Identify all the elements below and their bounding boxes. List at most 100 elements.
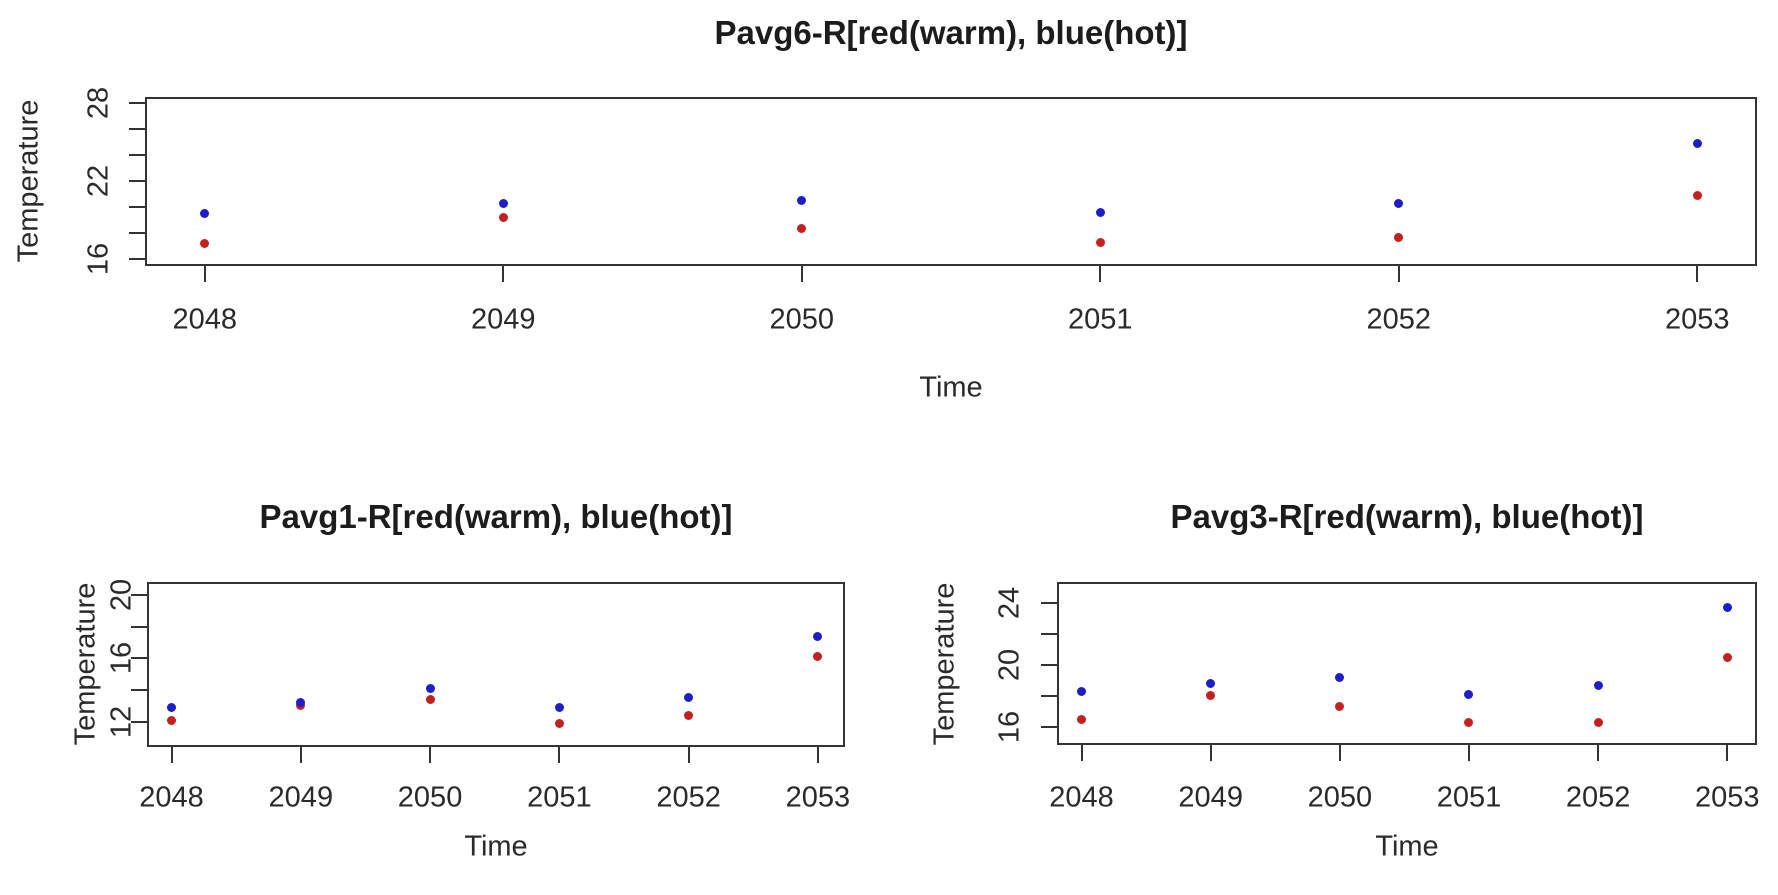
- x-tick: [170, 747, 173, 763]
- y-tick-label: 16: [993, 710, 1026, 744]
- x-tick: [1696, 266, 1699, 282]
- x-tick-label: 2051: [1067, 303, 1133, 336]
- plot-area: [147, 582, 845, 747]
- x-axis-label: Time: [464, 830, 528, 863]
- data-point-warm: [1394, 232, 1404, 242]
- data-point-hot: [425, 683, 435, 693]
- y-tick: [1041, 632, 1057, 635]
- data-point-warm: [498, 213, 508, 223]
- y-tick: [131, 688, 147, 691]
- x-tick-label: 2048: [139, 781, 204, 814]
- data-point-warm: [1206, 691, 1216, 701]
- data-point-hot: [1722, 603, 1732, 613]
- data-point-warm: [1464, 717, 1474, 727]
- data-point-hot: [296, 698, 306, 708]
- data-point-hot: [797, 196, 807, 206]
- x-tick-label: 2052: [1366, 303, 1432, 336]
- x-tick: [1467, 745, 1470, 761]
- x-tick: [800, 266, 803, 282]
- data-point-hot: [1394, 198, 1404, 208]
- y-axis-label: Temperature: [12, 99, 45, 263]
- data-point-warm: [813, 652, 823, 662]
- data-point-warm: [1722, 652, 1732, 662]
- y-tick: [1041, 694, 1057, 697]
- data-point-warm: [1335, 702, 1345, 712]
- data-point-warm: [1095, 238, 1105, 247]
- x-tick-label: 2053: [1695, 781, 1760, 814]
- y-tick: [131, 657, 147, 660]
- y-tick: [131, 720, 147, 723]
- data-point-hot: [1077, 686, 1087, 696]
- x-tick: [1080, 745, 1083, 761]
- x-tick-label: 2052: [1565, 781, 1631, 814]
- chart-title: Pavg3-R[red(warm), blue(hot)]: [1170, 498, 1644, 535]
- data-point-hot: [1692, 138, 1702, 148]
- x-tick: [429, 747, 432, 763]
- x-tick: [1209, 745, 1212, 761]
- data-point-warm: [1593, 717, 1603, 727]
- data-point-hot: [1464, 689, 1474, 699]
- y-tick: [129, 154, 145, 157]
- y-tick-label: 16: [105, 642, 138, 675]
- y-tick: [129, 180, 145, 183]
- y-tick: [1041, 726, 1057, 728]
- y-axis-label: Temperature: [69, 582, 102, 746]
- y-tick-label: 24: [993, 586, 1026, 620]
- x-tick: [1338, 745, 1341, 761]
- y-tick-label: 20: [993, 648, 1026, 682]
- x-tick-label: 2053: [785, 781, 851, 814]
- x-tick: [1397, 266, 1400, 282]
- x-tick-label: 2050: [397, 781, 463, 814]
- x-tick-label: 2048: [1049, 781, 1114, 814]
- data-point-warm: [200, 239, 210, 249]
- y-tick: [129, 206, 145, 209]
- data-point-hot: [813, 631, 823, 641]
- y-tick-label: 20: [105, 578, 138, 611]
- y-tick: [129, 101, 145, 104]
- x-tick-label: 2048: [172, 303, 237, 336]
- data-point-hot: [200, 209, 210, 219]
- x-tick: [299, 747, 302, 763]
- data-point-hot: [1206, 679, 1216, 689]
- data-point-warm: [1692, 191, 1702, 201]
- data-point-hot: [498, 198, 508, 208]
- data-point-hot: [554, 702, 564, 712]
- plot-area: [1057, 582, 1757, 745]
- y-tick: [131, 593, 147, 596]
- x-tick: [203, 266, 206, 282]
- x-tick-label: 2052: [656, 781, 721, 814]
- data-point-hot: [1095, 207, 1105, 217]
- x-tick: [1597, 745, 1600, 761]
- x-tick-label: 2049: [1178, 781, 1243, 814]
- chart-title: Pavg1-R[red(warm), blue(hot)]: [259, 498, 733, 535]
- x-tick-label: 2049: [268, 781, 334, 814]
- data-point-hot: [167, 702, 177, 712]
- data-point-warm: [167, 715, 177, 725]
- x-axis-label: Time: [919, 371, 983, 404]
- x-tick: [502, 266, 505, 282]
- x-axis-label: Time: [1375, 830, 1439, 863]
- x-tick-label: 2051: [1436, 781, 1502, 814]
- x-tick-label: 2051: [527, 781, 592, 814]
- x-tick-label: 2050: [1307, 781, 1373, 814]
- x-tick: [1099, 266, 1102, 282]
- x-tick: [687, 747, 690, 763]
- data-point-warm: [797, 223, 807, 233]
- x-tick: [816, 747, 819, 763]
- x-tick-label: 2050: [769, 303, 834, 336]
- y-tick: [129, 258, 145, 261]
- data-point-hot: [1335, 672, 1345, 682]
- chart-title: Pavg6-R[red(warm), blue(hot)]: [714, 14, 1188, 51]
- y-tick: [131, 625, 147, 628]
- data-point-warm: [684, 710, 694, 720]
- y-axis-label: Temperature: [928, 582, 961, 746]
- x-tick-label: 2053: [1665, 303, 1730, 336]
- y-tick-label: 28: [82, 86, 115, 119]
- y-tick-label: 16: [82, 243, 115, 276]
- y-tick: [1041, 663, 1057, 666]
- x-tick: [1726, 745, 1729, 761]
- data-point-hot: [1593, 680, 1603, 690]
- x-tick: [558, 747, 561, 763]
- data-point-warm: [1077, 714, 1087, 724]
